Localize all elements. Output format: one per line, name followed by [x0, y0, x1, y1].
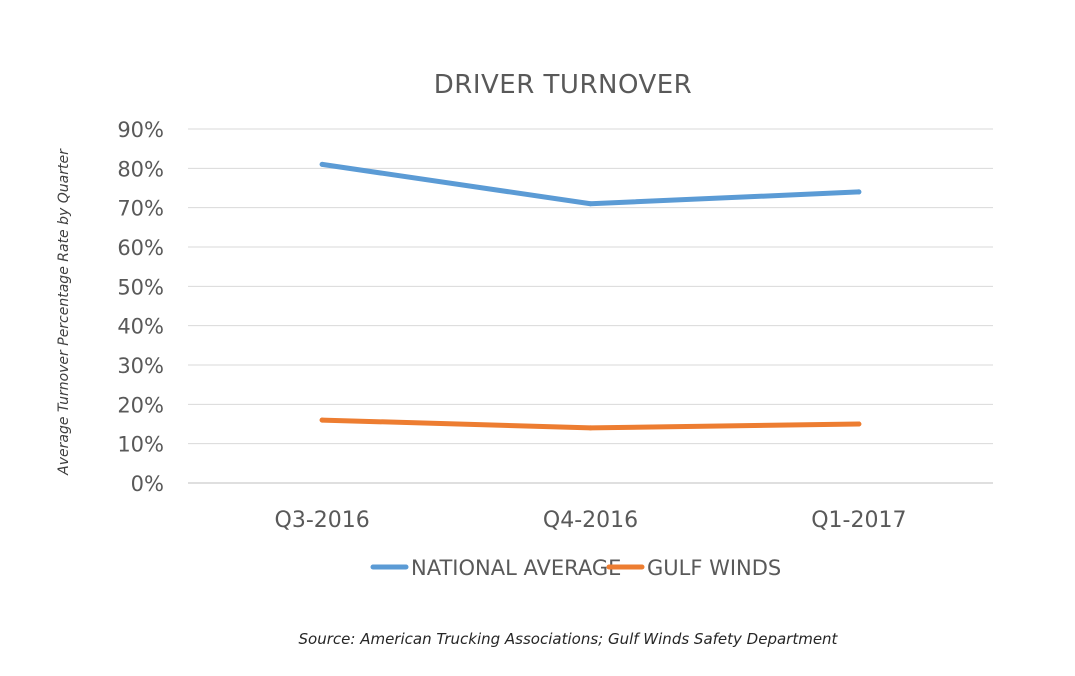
source-note: Source: American Trucking Associations; … — [299, 630, 839, 648]
y-tick-label: 10% — [117, 433, 164, 457]
data-point — [856, 421, 862, 427]
data-point — [319, 417, 325, 423]
y-tick-label: 80% — [117, 157, 164, 181]
data-point — [319, 161, 325, 167]
x-tick-label: Q4-2016 — [543, 508, 638, 533]
y-axis-label: Average Turnover Percentage Rate by Quar… — [56, 148, 72, 476]
y-tick-label: 40% — [117, 315, 164, 339]
data-point — [588, 425, 593, 431]
legend-label: GULF WINDS — [647, 556, 781, 580]
data-point — [588, 201, 593, 207]
gridlines — [188, 128, 993, 484]
y-tick-label: 50% — [117, 275, 164, 299]
y-tick-label: 60% — [117, 236, 164, 260]
y-tick-label: 30% — [117, 354, 164, 378]
x-tick-label: Q1-2017 — [811, 508, 906, 533]
y-axis-ticks: 0% 10% 20% 30% 40% 50% 60% 70% 80% 90% — [117, 118, 164, 496]
y-tick-label: 20% — [117, 393, 164, 417]
y-tick-label: 0% — [131, 472, 164, 496]
series-line — [319, 161, 862, 207]
legend: NATIONAL AVERAGE GULF WINDS — [370, 556, 781, 580]
x-axis-ticks: Q3-2016 Q4-2016 Q1-2017 — [275, 508, 907, 533]
chart-title: DRIVER TURNOVER — [434, 70, 693, 100]
series-lines — [319, 161, 862, 431]
x-tick-label: Q3-2016 — [275, 508, 370, 533]
y-tick-label: 90% — [117, 118, 164, 142]
data-point — [856, 189, 862, 195]
legend-label: NATIONAL AVERAGE — [411, 556, 621, 580]
y-tick-label: 70% — [117, 197, 164, 221]
